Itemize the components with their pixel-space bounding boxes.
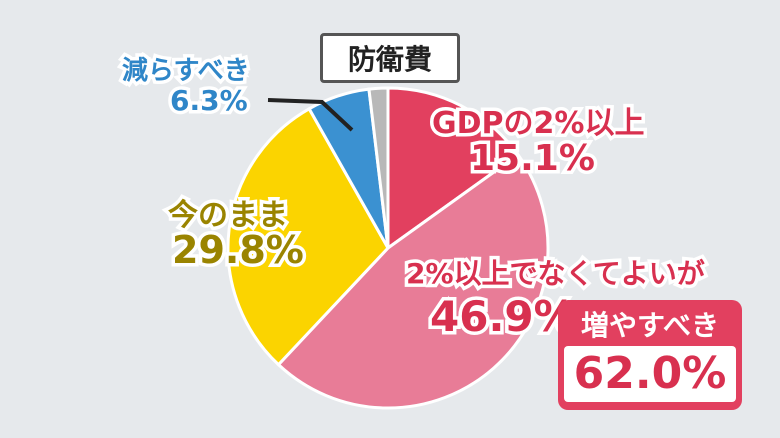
label-not-necessarily-2: 2%以上でなくてよいが (403, 254, 709, 294)
value-not-necessarily-2: 46.9% (427, 289, 580, 345)
slice-not-necessarily-2 (276, 152, 550, 410)
increase-total-badge: 増やすべき 62.0% (558, 300, 742, 410)
label-as-is: 今のまま (165, 195, 292, 237)
value-gdp2: 15.1% (467, 135, 599, 183)
value-as-is: 29.8% (169, 225, 308, 276)
increase-total-value: 62.0% (564, 346, 736, 402)
slice-as-is (226, 106, 390, 367)
label-gdp2: GDPの2%以上 (428, 103, 647, 145)
leader-line-decrease (267, 98, 354, 132)
slice-other (367, 86, 390, 249)
value-decrease: 6.3% (167, 81, 252, 121)
label-decrease: 減らすべき (119, 53, 254, 90)
chart-title: 防衛費 (320, 33, 460, 83)
increase-total-label: 増やすべき (580, 309, 720, 342)
slice-gdp2 (386, 86, 521, 251)
